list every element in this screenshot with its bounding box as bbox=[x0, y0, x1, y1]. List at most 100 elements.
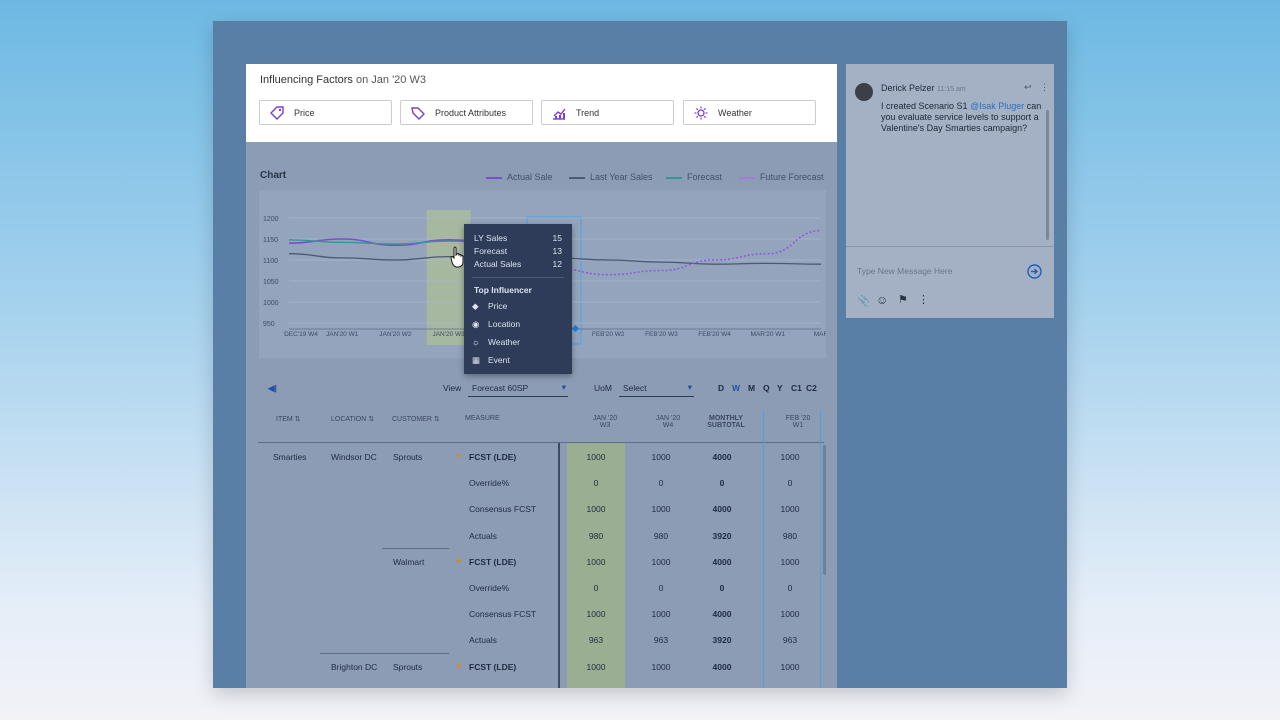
y-tick-label: 1200 bbox=[263, 216, 279, 223]
table-cell[interactable]: 1000 bbox=[780, 609, 800, 620]
table-cell[interactable]: 1000 bbox=[780, 504, 800, 515]
price-tag-icon: ◆ bbox=[472, 301, 479, 311]
x-tick-label: FEB'20 W4 bbox=[698, 331, 731, 338]
table-cell[interactable]: 0 bbox=[593, 478, 599, 489]
trend-chart-icon bbox=[553, 108, 566, 120]
more-options-icon[interactable]: ⋮ bbox=[1040, 82, 1049, 92]
period-custom1-button[interactable]: C1 bbox=[791, 383, 802, 393]
table-cell[interactable]: 3920 bbox=[712, 635, 732, 646]
y-tick-label: 1100 bbox=[263, 258, 278, 265]
table-cell[interactable]: 980 bbox=[588, 530, 604, 541]
location-cell: Windsor DC bbox=[331, 452, 377, 462]
table-cell[interactable]: 4000 bbox=[712, 609, 732, 620]
edited-star-icon: ✦ bbox=[455, 660, 463, 671]
measure-cell: Consensus FCST bbox=[469, 609, 537, 620]
frozen-column-divider bbox=[558, 443, 560, 688]
table-cell[interactable]: 4000 bbox=[712, 556, 732, 567]
header-location[interactable]: LOCATION ⇅ bbox=[331, 416, 375, 423]
tooltip-item: Event bbox=[488, 355, 510, 365]
measure-cell: Override% bbox=[469, 583, 510, 593]
view-select[interactable]: Forecast 60SP ▾ bbox=[468, 380, 568, 397]
chat-divider bbox=[846, 246, 1054, 247]
send-icon[interactable] bbox=[1027, 264, 1042, 279]
factor-product-attributes-button[interactable]: Product Attributes bbox=[400, 100, 533, 125]
customer-cell: Walmart bbox=[393, 557, 425, 567]
factor-weather-button[interactable]: Weather bbox=[683, 100, 816, 125]
period-day-button[interactable]: D bbox=[718, 383, 725, 393]
table-cell[interactable]: 1000 bbox=[651, 556, 671, 567]
measure-cell: Consensus FCST bbox=[469, 504, 537, 515]
table-cell[interactable]: 980 bbox=[653, 530, 669, 541]
period-year-button[interactable]: Y bbox=[777, 383, 783, 393]
collapse-panel-icon[interactable]: ◀| bbox=[268, 383, 277, 393]
table-cell[interactable]: 3920 bbox=[712, 530, 732, 541]
measure-cell: Actuals bbox=[469, 530, 497, 541]
table-cell[interactable]: 1000 bbox=[586, 452, 606, 462]
flag-icon[interactable]: ⚑ bbox=[898, 294, 908, 306]
header-customer[interactable]: CUSTOMER ⇅ bbox=[392, 416, 440, 423]
x-tick-label: FEB'20 W3 bbox=[645, 331, 678, 338]
highlight-column-jan-w3 bbox=[567, 443, 625, 688]
period-custom2-button[interactable]: C2 bbox=[806, 383, 817, 393]
tooltip-value: 12 bbox=[552, 259, 562, 269]
table-cell[interactable]: 0 bbox=[658, 583, 664, 593]
table-cell[interactable]: 1000 bbox=[586, 556, 606, 567]
measure-cell: FCST (LDE) bbox=[469, 452, 517, 462]
table-cell[interactable]: 0 bbox=[593, 583, 599, 593]
table-cell[interactable]: 1000 bbox=[780, 452, 800, 462]
legend-last-year-sales[interactable]: Last Year Sales bbox=[569, 172, 653, 182]
chat-scrollbar[interactable] bbox=[1046, 110, 1049, 240]
table-cell[interactable]: 1000 bbox=[780, 661, 800, 672]
tooltip-item: Location bbox=[488, 319, 521, 329]
header-measure: MEASURE bbox=[465, 415, 500, 422]
table-cell[interactable]: 1000 bbox=[651, 609, 671, 620]
edited-star-icon: ✦ bbox=[455, 451, 463, 461]
table-cell[interactable]: 1000 bbox=[586, 609, 606, 620]
table-cell[interactable]: 963 bbox=[588, 635, 604, 646]
factor-trend-button[interactable]: Trend bbox=[541, 100, 674, 125]
message-input[interactable]: Type New Message Here bbox=[857, 266, 953, 276]
table-cell[interactable]: 980 bbox=[782, 530, 798, 541]
x-tick-label: DEC'19 W4 bbox=[284, 331, 318, 338]
table-cell[interactable]: 1000 bbox=[651, 452, 671, 462]
view-label: View bbox=[443, 383, 462, 393]
y-tick-label: 1050 bbox=[263, 279, 279, 286]
header-jan-w3: JAN '20 W3 bbox=[592, 415, 618, 429]
period-week-button[interactable]: W bbox=[732, 383, 741, 393]
factor-price-button[interactable]: Price bbox=[259, 100, 392, 125]
table-cell[interactable]: 0 bbox=[787, 478, 793, 489]
table-cell[interactable]: 1000 bbox=[586, 661, 606, 672]
table-scrollbar[interactable] bbox=[823, 445, 826, 575]
emoji-icon[interactable]: ☺ bbox=[876, 293, 889, 307]
table-cell[interactable]: 0 bbox=[787, 583, 793, 593]
uom-select[interactable]: Select ▾ bbox=[619, 380, 694, 397]
table-cell[interactable]: 1000 bbox=[780, 556, 800, 567]
period-quarter-button[interactable]: Q bbox=[763, 383, 770, 393]
table-cell[interactable]: 963 bbox=[782, 635, 798, 646]
header-item[interactable]: ITEM ⇅ bbox=[276, 416, 301, 423]
legend-forecast[interactable]: Forecast bbox=[666, 172, 722, 182]
chat-panel bbox=[846, 64, 1054, 318]
reply-icon[interactable]: ↩ bbox=[1024, 82, 1032, 92]
table-cell[interactable]: 4000 bbox=[712, 504, 732, 515]
table-cell[interactable]: 963 bbox=[653, 635, 669, 646]
legend-actual-sale[interactable]: Actual Sale bbox=[486, 172, 553, 182]
tooltip-value: 13 bbox=[552, 246, 562, 256]
table-cell[interactable]: 1000 bbox=[651, 661, 671, 672]
header-jan-w4: JAN '20 W4 bbox=[655, 415, 681, 429]
table-cell[interactable]: 4000 bbox=[712, 661, 732, 672]
table-cell[interactable]: 0 bbox=[658, 478, 664, 489]
header-monthly-subtotal: MONTHLY SUBTOTAL bbox=[707, 415, 745, 429]
table-cell[interactable]: 4000 bbox=[712, 452, 732, 462]
legend-swatch bbox=[486, 176, 502, 179]
table-cell[interactable]: 1000 bbox=[651, 504, 671, 515]
table-cell[interactable]: 0 bbox=[719, 583, 725, 593]
attachment-icon[interactable]: 📎 bbox=[857, 295, 871, 307]
more-vertical-icon[interactable]: ⋮ bbox=[918, 294, 929, 306]
period-month-button[interactable]: M bbox=[748, 383, 756, 393]
customer-cell: Sprouts bbox=[393, 662, 423, 672]
legend-future-forecast[interactable]: Future Forecast bbox=[739, 172, 824, 182]
legend-swatch bbox=[666, 176, 682, 179]
table-cell[interactable]: 1000 bbox=[586, 504, 606, 515]
table-cell[interactable]: 0 bbox=[719, 478, 725, 489]
